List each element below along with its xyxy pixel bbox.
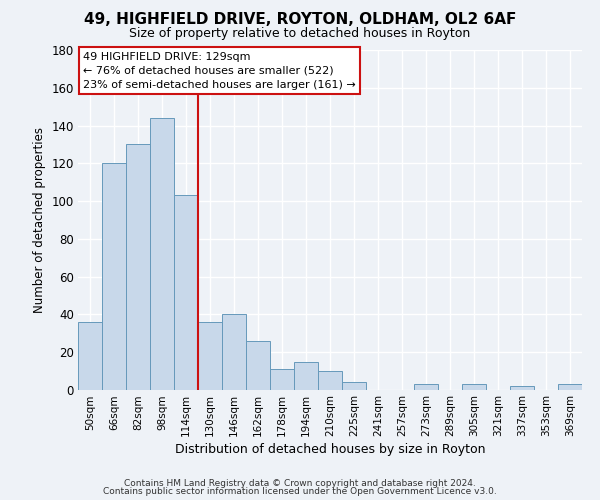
X-axis label: Distribution of detached houses by size in Royton: Distribution of detached houses by size …	[175, 443, 485, 456]
Bar	[246, 341, 270, 390]
Bar	[558, 384, 582, 390]
Bar	[270, 369, 294, 390]
Bar	[414, 384, 438, 390]
Text: 49, HIGHFIELD DRIVE, ROYTON, OLDHAM, OL2 6AF: 49, HIGHFIELD DRIVE, ROYTON, OLDHAM, OL2…	[84, 12, 516, 28]
Bar	[342, 382, 366, 390]
Bar	[318, 371, 342, 390]
Y-axis label: Number of detached properties: Number of detached properties	[33, 127, 46, 313]
Text: Contains public sector information licensed under the Open Government Licence v3: Contains public sector information licen…	[103, 487, 497, 496]
Bar	[174, 196, 198, 390]
Bar	[462, 384, 486, 390]
Text: 49 HIGHFIELD DRIVE: 129sqm
← 76% of detached houses are smaller (522)
23% of sem: 49 HIGHFIELD DRIVE: 129sqm ← 76% of deta…	[83, 52, 356, 90]
Text: Size of property relative to detached houses in Royton: Size of property relative to detached ho…	[130, 28, 470, 40]
Bar	[150, 118, 174, 390]
Bar	[102, 164, 126, 390]
Bar	[126, 144, 150, 390]
Bar	[222, 314, 246, 390]
Bar	[78, 322, 102, 390]
Text: Contains HM Land Registry data © Crown copyright and database right 2024.: Contains HM Land Registry data © Crown c…	[124, 478, 476, 488]
Bar	[294, 362, 318, 390]
Bar	[510, 386, 534, 390]
Bar	[198, 322, 222, 390]
